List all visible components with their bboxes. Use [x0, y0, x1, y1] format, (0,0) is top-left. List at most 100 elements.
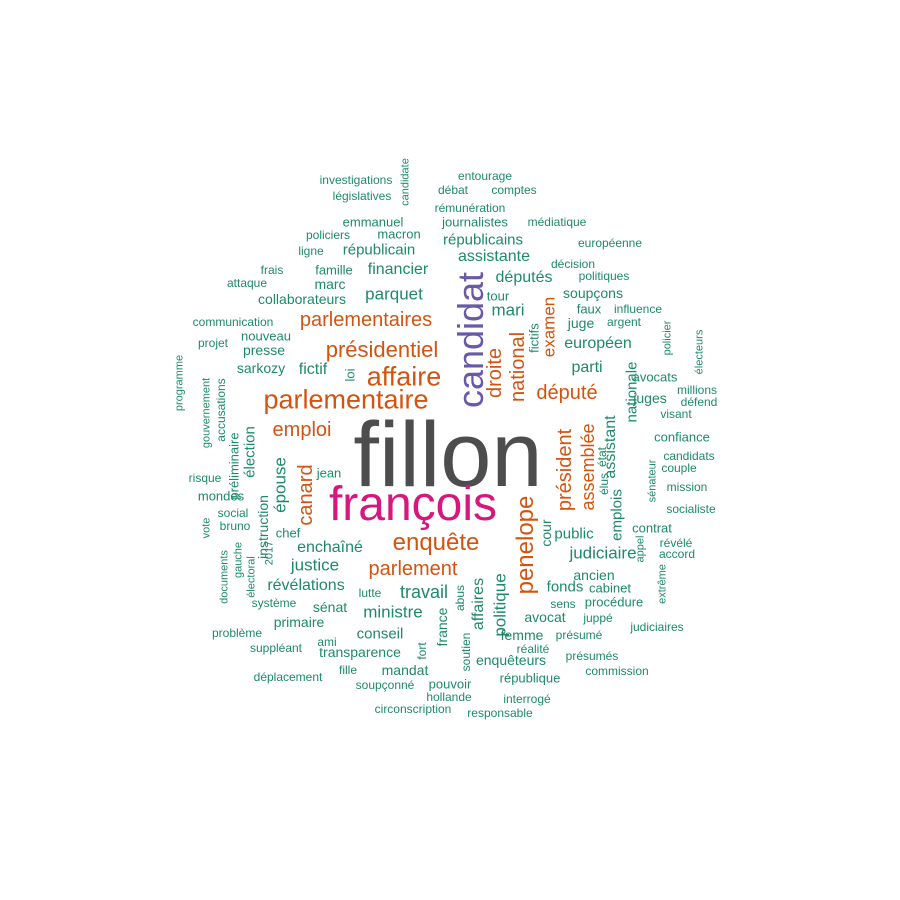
word: presse: [242, 342, 286, 358]
word: millions: [676, 383, 718, 397]
word: fictif: [298, 361, 328, 378]
word: système: [251, 596, 297, 610]
word: enquêteurs: [475, 652, 547, 668]
word: défend: [680, 395, 718, 409]
word: programme: [173, 354, 186, 412]
word: gouvernement: [200, 377, 213, 449]
word: élus: [597, 472, 611, 496]
word: tour: [486, 288, 510, 304]
word: préliminaire: [226, 432, 242, 500]
word: couple: [661, 461, 697, 475]
word: suppléant: [249, 641, 303, 655]
word: responsable: [467, 706, 533, 720]
word: lutte: [358, 586, 382, 600]
word: social: [217, 506, 249, 520]
word: socialiste: [666, 502, 716, 516]
word: politiques: [578, 269, 630, 283]
word: élection: [241, 426, 259, 478]
word: public: [554, 525, 594, 543]
word: canard: [295, 464, 317, 526]
word: entourage: [457, 169, 513, 183]
word: parlementaires: [299, 309, 433, 331]
word: parquet: [365, 284, 423, 304]
word: soupçons: [563, 285, 623, 301]
word: france: [434, 607, 450, 647]
word: juges: [633, 390, 667, 406]
word: conseil: [356, 625, 404, 643]
word: députés: [495, 269, 553, 286]
word: travail: [399, 582, 449, 602]
word: faux: [576, 301, 602, 317]
word: extrême: [656, 564, 669, 604]
word: mandat: [381, 662, 429, 678]
word: rémunération: [434, 201, 506, 215]
word: collaborateurs: [258, 291, 346, 307]
word: épouse: [270, 457, 290, 513]
word: sénateur: [646, 459, 659, 503]
word: médiatique: [527, 215, 587, 229]
word: électeurs: [693, 329, 706, 375]
word: déplacement: [253, 670, 323, 684]
word: ami: [317, 635, 337, 649]
word: hollande: [426, 690, 472, 704]
word: policiers: [305, 228, 351, 242]
word: justice: [290, 555, 340, 575]
word: ligne: [298, 244, 324, 258]
word: droite: [484, 347, 506, 399]
word: judiciaire: [569, 543, 637, 563]
word: réalité: [516, 642, 550, 656]
word: soupçonné: [355, 678, 415, 692]
word: sénat: [312, 599, 348, 615]
word: républicain: [342, 241, 416, 259]
word: penelope: [512, 495, 539, 595]
word: pouvoir: [428, 676, 472, 692]
word: confiance: [654, 429, 710, 445]
word: mari: [491, 300, 525, 320]
word: macron: [377, 226, 421, 242]
word: national: [507, 331, 529, 403]
word: cabinet: [589, 580, 631, 596]
word: policier: [661, 320, 674, 356]
word: françois: [328, 478, 498, 531]
word: gauche: [232, 541, 245, 579]
word: contrat: [632, 520, 672, 536]
word: projet: [197, 336, 229, 350]
word: présidentiel: [325, 337, 439, 362]
word: soutien: [459, 632, 473, 672]
word: présumé: [555, 628, 603, 642]
word: électoral: [245, 556, 258, 598]
word: président: [554, 428, 576, 512]
word: problème: [211, 626, 263, 640]
word: européenne: [577, 236, 643, 250]
word: parlement: [368, 558, 458, 580]
word: famille: [315, 262, 353, 278]
word: risque: [188, 471, 222, 485]
word: république: [499, 670, 561, 686]
word: femme: [500, 627, 544, 643]
word: présumés: [565, 649, 619, 663]
word: frais: [260, 263, 284, 277]
word: assistante: [457, 248, 531, 265]
word: jean: [316, 465, 342, 481]
word: visant: [660, 407, 692, 421]
word: communication: [192, 315, 274, 329]
word: emplois: [608, 489, 626, 541]
word: commission: [585, 664, 649, 678]
word: ministre: [363, 602, 423, 622]
word: décision: [550, 257, 596, 271]
word: révélations: [267, 577, 345, 594]
word: fictifs: [526, 323, 542, 353]
word: bruno: [219, 519, 251, 533]
word: marc: [314, 276, 346, 292]
word: fillon: [353, 404, 543, 506]
word: républicains: [442, 231, 524, 249]
word: révélé: [659, 536, 693, 550]
word: député: [536, 382, 598, 404]
word: juppé: [583, 611, 613, 625]
word: interrogé: [503, 692, 551, 706]
word: sarkozy: [236, 360, 286, 376]
word: financier: [367, 261, 429, 278]
word: législatives: [332, 189, 392, 203]
word: attaque: [226, 276, 268, 290]
